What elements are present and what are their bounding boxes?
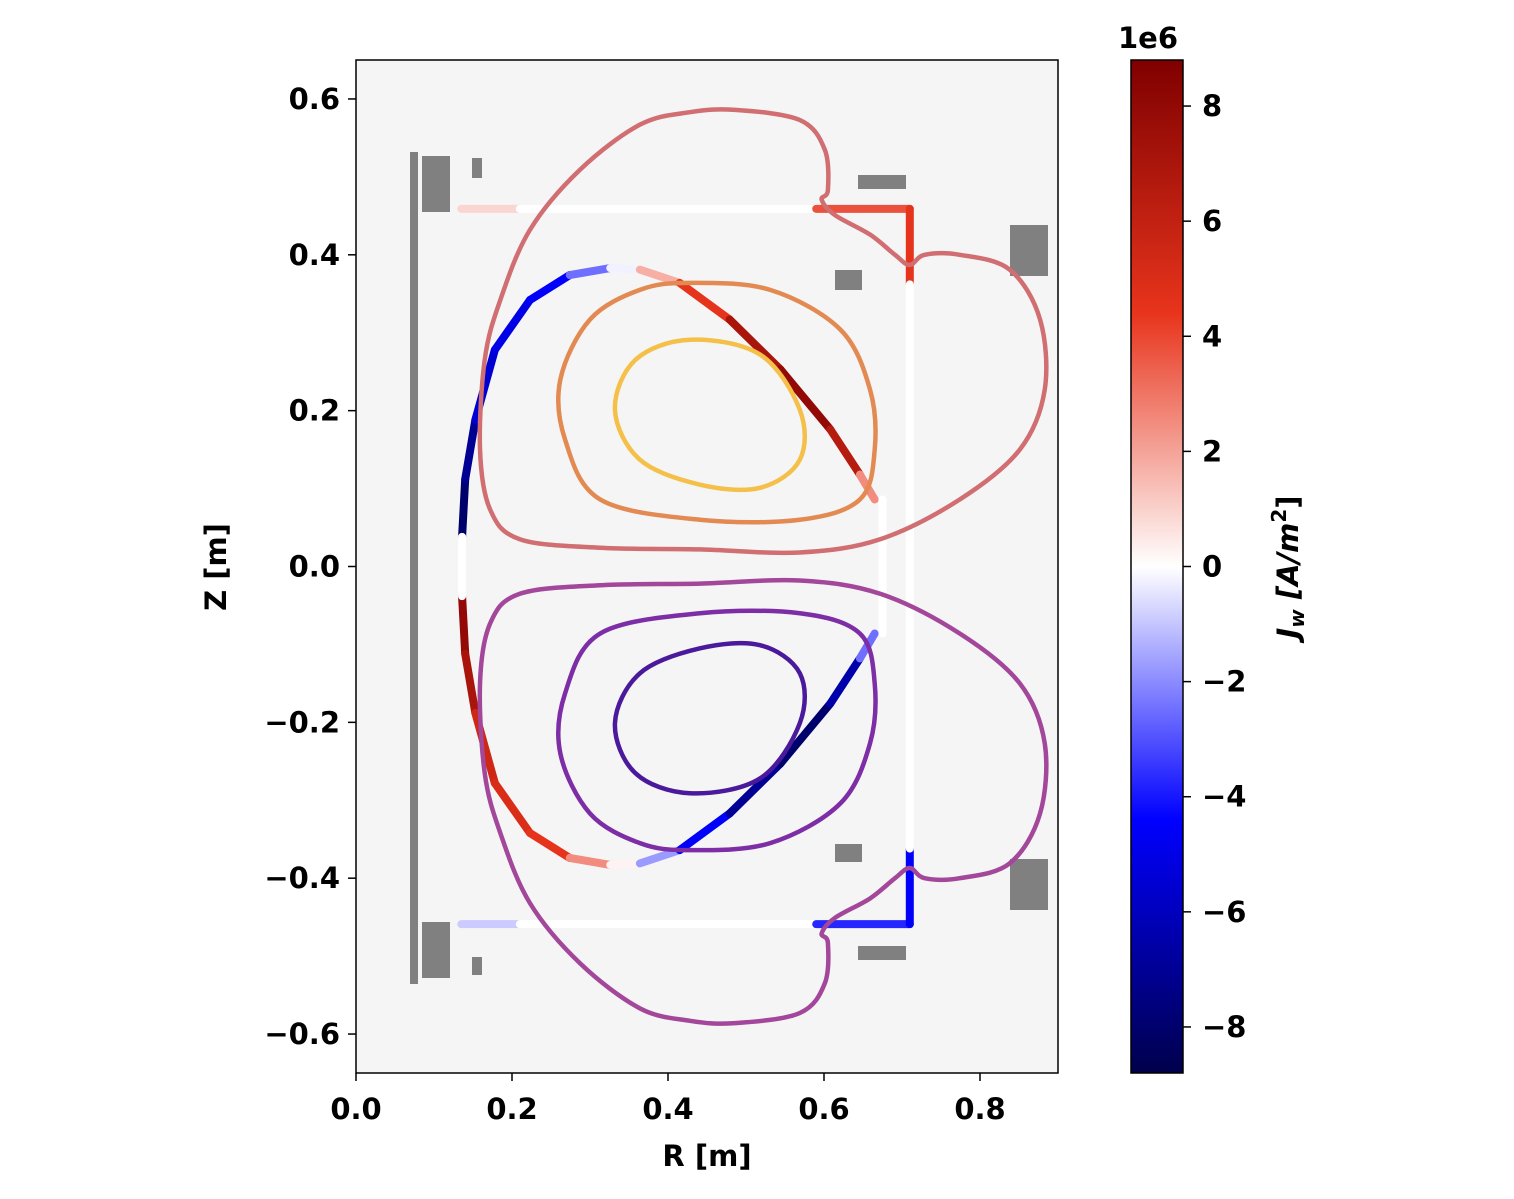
coil (835, 844, 862, 862)
contour-line (556, 608, 878, 853)
central-column (410, 152, 418, 984)
colorbar-label: Jw [A/m2] (1267, 495, 1309, 643)
x-axis-label: R [m] (662, 1139, 751, 1173)
wall-segment (606, 859, 644, 869)
wall-segment (776, 699, 835, 768)
wall-segment (458, 475, 470, 541)
wall-segment (461, 649, 480, 717)
label-symbol: J (1271, 628, 1305, 644)
coil (835, 270, 862, 290)
wall-segment (525, 828, 574, 862)
wall-segment (490, 296, 534, 354)
x-tick-label: 0.8 (954, 1092, 1005, 1126)
colorbar-exponent: 1e6 (1118, 21, 1178, 55)
wall-segment (606, 264, 644, 274)
coil (1010, 225, 1048, 276)
y-tick-label: 0.4 (289, 238, 340, 272)
colorbar-tick-label: 8 (1202, 89, 1222, 123)
x-tick-label: 0.0 (330, 1092, 381, 1126)
wall-segment (635, 265, 684, 287)
contour-line (477, 107, 1049, 556)
colorbar-tick-label: −8 (1202, 1010, 1246, 1044)
label-superscript: 2 (1267, 509, 1291, 523)
colorbar-tick-label: −6 (1202, 895, 1246, 929)
wall-segment (458, 592, 470, 658)
wall-segment (675, 278, 734, 324)
wall-segment (826, 425, 864, 479)
colorbar-tick-label: 4 (1202, 319, 1222, 353)
contour-line (477, 577, 1049, 1026)
contour-line (612, 337, 808, 493)
coil (858, 175, 906, 189)
y-tick-label: 0.6 (289, 82, 340, 116)
y-tick-label: 0.0 (289, 550, 340, 584)
wall-segment (525, 271, 574, 305)
colorbar-tick-label: −2 (1202, 665, 1246, 699)
coil (472, 957, 482, 975)
colorbar (1130, 59, 1184, 1074)
wall-segment (461, 416, 480, 484)
coils (410, 152, 1048, 984)
y-tick-label: −0.6 (264, 1017, 340, 1051)
contour-line (556, 280, 878, 525)
wall-segment (826, 654, 864, 708)
wall-segment (725, 759, 785, 818)
label-unit: [A/m (1271, 523, 1305, 610)
y-tick-label: −0.2 (264, 705, 340, 739)
coil (422, 156, 450, 212)
x-tick-label: 0.2 (486, 1092, 537, 1126)
colorbar-tick-label: 0 (1202, 550, 1222, 584)
x-tick-label: 0.6 (798, 1092, 849, 1126)
contour-line (612, 640, 808, 796)
wall-segment (776, 365, 835, 434)
wall-segment (635, 846, 684, 868)
coil (1010, 859, 1048, 910)
wall-segment (565, 853, 615, 869)
colorbar-tick-label: 6 (1202, 204, 1222, 238)
label-subscript: w (1285, 609, 1309, 628)
label-close: ] (1271, 495, 1305, 508)
y-axis-label: Z [m] (199, 523, 233, 611)
wall-segment (490, 779, 534, 837)
x-tick-label: 0.4 (642, 1092, 693, 1126)
y-tick-label: −0.4 (264, 861, 340, 895)
colorbar-tick-label: −4 (1202, 780, 1246, 814)
plot-area (356, 60, 1058, 1073)
contours (477, 107, 1049, 1026)
wall-segment (675, 809, 734, 855)
coil (422, 922, 450, 978)
colorbar-tick-label: 2 (1202, 434, 1222, 468)
coil (858, 946, 906, 960)
coil (472, 158, 482, 178)
wall-segment (565, 264, 615, 280)
y-tick-label: 0.2 (289, 394, 340, 428)
wall-segment (725, 315, 785, 374)
